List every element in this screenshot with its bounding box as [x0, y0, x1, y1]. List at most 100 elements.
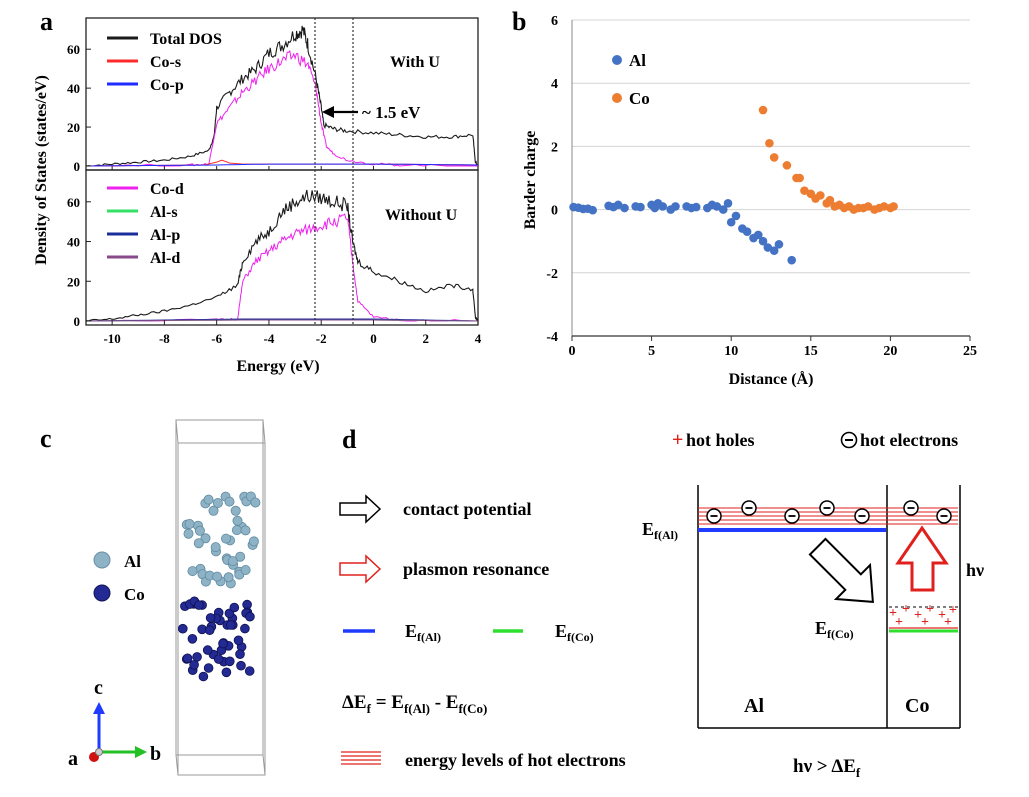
- dos-legend-bottom: Co-d Al-s Al-p Al-d: [107, 181, 184, 267]
- bader-point-co: [800, 186, 809, 195]
- plasmon-resonance-label: plasmon resonance: [403, 559, 549, 579]
- bader-points: [569, 105, 898, 265]
- hot-hole: +: [889, 606, 897, 621]
- legend-co-marker: [612, 93, 622, 103]
- bader-point-al: [742, 227, 752, 237]
- axis-origin: [95, 748, 103, 756]
- dos-bottom-frame: [85, 169, 479, 326]
- hot-hole-symbol: +: [672, 429, 683, 451]
- dos-top-series: [85, 25, 479, 167]
- axis-b-label: b: [150, 743, 161, 765]
- svg-text:Ef(Co): Ef(Co): [815, 618, 854, 641]
- co-atom: [178, 623, 188, 634]
- al-atom: [235, 551, 246, 562]
- ef-al-legend-E: E: [405, 621, 417, 641]
- dos-x-tick-label: -6: [211, 331, 222, 346]
- dos-x-tick-label: 0: [370, 331, 377, 346]
- dos-series-total-dos-without-u: [85, 189, 479, 322]
- plasmon-big-arrow: [895, 525, 949, 592]
- panel-d: d + hot holes hot electrons contact pote…: [339, 425, 984, 780]
- hot-hole: +: [926, 602, 934, 617]
- al-atom: [212, 497, 223, 508]
- bader-point-al: [671, 202, 680, 211]
- dos-x-tick-label: -8: [159, 331, 170, 346]
- bader-point-al: [758, 236, 768, 246]
- dos-x-tick-label: -4: [264, 331, 275, 346]
- dos-x-tick-label: 2: [422, 331, 429, 346]
- co-atom: [236, 660, 246, 671]
- co-atom: [233, 635, 244, 646]
- condition-sub: f: [856, 765, 861, 780]
- bader-y-tick-label: 2: [551, 140, 558, 155]
- bader-point-co: [782, 161, 792, 170]
- dos-legend-entry: Al-p: [150, 227, 180, 244]
- dos-y-tick-label: 0: [74, 159, 81, 174]
- al-atom: [183, 528, 194, 539]
- bader-point-al: [718, 205, 728, 214]
- bader-x-tick-label: 25: [963, 344, 977, 359]
- al-atom: [210, 542, 221, 553]
- dos-legend-entry: Total DOS: [150, 31, 222, 48]
- co-atom: [205, 613, 216, 623]
- al-atom: [193, 538, 204, 549]
- dos-series-al-d-without-u: [85, 319, 479, 322]
- hot-hole: +: [902, 602, 910, 617]
- dos-y-ticks: 0 20 40 60 0 20 40 60: [67, 42, 91, 329]
- dos-legend-entry: Al-d: [150, 250, 180, 267]
- panel-a-label: a: [40, 7, 53, 36]
- ef-co-level-E: E: [815, 618, 827, 638]
- bader-point-al: [731, 211, 741, 221]
- co-atom: [203, 663, 214, 673]
- co-atom-legend-icon: [93, 584, 111, 602]
- bader-point-co: [816, 191, 825, 200]
- bader-ylabel: Barder charge: [522, 131, 539, 230]
- dos-x-tick-label: -2: [316, 331, 327, 346]
- al-atom: [220, 533, 231, 544]
- al-atom: [208, 505, 219, 516]
- condition-label: hν > ΔE: [793, 756, 856, 777]
- contact-potential-arrow-icon: [339, 494, 382, 524]
- axis-c-label: c: [94, 677, 103, 699]
- energy-levels-legend-icon: [341, 751, 381, 765]
- al-atom: [230, 505, 241, 516]
- al-atom: [203, 494, 214, 505]
- bader-point-al: [723, 198, 733, 208]
- ef-al-legend-sub: f(Al): [417, 630, 441, 644]
- svg-text:Ef(Al): Ef(Al): [405, 621, 441, 644]
- axis-b-arrowhead: [135, 746, 147, 758]
- dos-y-tick-label: 60: [67, 195, 80, 210]
- panel-b: b -4 -2 0 2 4 6 0 5 10 15 20 25 Al Co Barder charge…: [512, 7, 977, 388]
- bader-y-tick-label: 0: [551, 204, 558, 219]
- bader-point-al: [769, 246, 779, 255]
- bader-point-al: [763, 243, 773, 252]
- al-atom: [187, 566, 198, 577]
- svg-text:hν > ΔEf: hν > ΔEf: [793, 756, 861, 780]
- co-atom: [192, 652, 202, 662]
- bader-point-al: [620, 203, 629, 213]
- shift-arrow-head: [322, 106, 334, 118]
- al-atom: [250, 497, 261, 508]
- bader-y-tick-label: -4: [546, 330, 558, 345]
- dos-legend-entry: Al-s: [150, 204, 178, 221]
- al-atom: [184, 519, 195, 530]
- hot-electron-circles: [706, 500, 952, 524]
- co-atom: [204, 625, 215, 635]
- ef-co-level-sub: f(Co): [827, 627, 854, 641]
- bader-x-tick-label: 10: [724, 344, 738, 359]
- al-atom: [232, 515, 243, 526]
- bader-point-al: [588, 205, 597, 215]
- co-atom: [187, 633, 198, 644]
- bader-xlabel: Distance (Å): [729, 370, 814, 388]
- dos-top-frame: [85, 17, 479, 171]
- al-atom: [224, 496, 235, 507]
- bader-point-al: [753, 230, 763, 240]
- dos-y-tick-label: 40: [67, 235, 80, 250]
- without-u-label: Without U: [385, 207, 458, 224]
- contact-potential-big-arrow: [808, 537, 874, 603]
- panel-c: c Al Co c a b: [40, 419, 266, 776]
- dos-y-tick-label: 20: [67, 274, 80, 289]
- unit-cell-box: [175, 419, 266, 776]
- al-atom: [240, 525, 251, 536]
- dos-x-tick-label: 4: [475, 331, 482, 346]
- contact-potential-label: contact potential: [403, 499, 531, 519]
